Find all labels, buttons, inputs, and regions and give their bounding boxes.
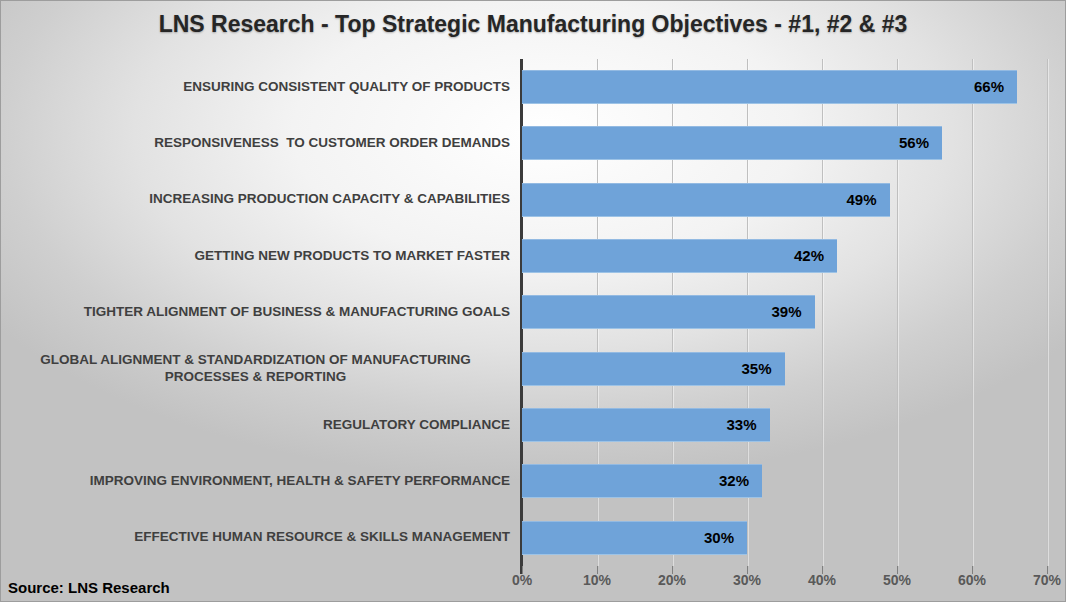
bar: 66%: [522, 70, 1017, 104]
category-label: INCREASING PRODUCTION CAPACITY & CAPABIL…: [1, 172, 512, 228]
bar: 30%: [522, 521, 747, 555]
x-tick-label: 60%: [942, 572, 1002, 588]
value-label: 49%: [846, 191, 889, 208]
x-tick-label: 30%: [717, 572, 777, 588]
bar-row: 42%: [522, 228, 1047, 284]
value-label: 42%: [794, 247, 837, 264]
value-label: 35%: [741, 360, 784, 377]
bar-row: 49%: [522, 172, 1047, 228]
category-label: ENSURING CONSISTENT QUALITY OF PRODUCTS: [1, 59, 512, 115]
x-tick-label: 0%: [492, 572, 552, 588]
bar-row: 32%: [522, 453, 1047, 509]
x-tick-label: 70%: [1017, 572, 1066, 588]
bar: 56%: [522, 126, 942, 160]
value-label: 32%: [719, 472, 762, 489]
bar: 32%: [522, 464, 762, 498]
bar: 35%: [522, 352, 785, 386]
category-axis: ENSURING CONSISTENT QUALITY OF PRODUCTSR…: [1, 59, 512, 566]
value-label: 33%: [726, 416, 769, 433]
value-label: 39%: [771, 303, 814, 320]
bar: 42%: [522, 239, 837, 273]
bar-row: 56%: [522, 115, 1047, 171]
axis-tick: [972, 566, 973, 574]
axis-tick: [897, 566, 898, 574]
x-tick-label: 50%: [867, 572, 927, 588]
bar: 33%: [522, 408, 770, 442]
axis-tick: [747, 566, 748, 574]
value-label: 56%: [899, 134, 942, 151]
value-label: 66%: [974, 78, 1017, 95]
x-tick-label: 10%: [567, 572, 627, 588]
bar: 49%: [522, 183, 890, 217]
category-label: GETTING NEW PRODUCTS TO MARKET FASTER: [1, 228, 512, 284]
bar-row: 66%: [522, 59, 1047, 115]
slide-background: LNS Research - Top Strategic Manufacturi…: [0, 0, 1066, 602]
bar-row: 30%: [522, 510, 1047, 566]
category-label: RESPONSIVENESS TO CUSTOMER ORDER DEMANDS: [1, 115, 512, 171]
x-tick-label: 40%: [792, 572, 852, 588]
bar-row: 35%: [522, 341, 1047, 397]
value-label: 30%: [704, 529, 747, 546]
gridline: [1047, 59, 1048, 566]
category-label: GLOBAL ALIGNMENT & STANDARDIZATION OF MA…: [1, 341, 512, 397]
chart-title: LNS Research - Top Strategic Manufacturi…: [1, 11, 1065, 38]
bar: 39%: [522, 295, 815, 329]
bar-row: 39%: [522, 284, 1047, 340]
source-note: Source: LNS Research: [8, 579, 170, 596]
category-label: TIGHTER ALIGNMENT OF BUSINESS & MANUFACT…: [1, 284, 512, 340]
plot-area: 66% 56% 49% 42% 39% 35% 33% 32% 30%: [522, 59, 1047, 566]
x-tick-label: 20%: [642, 572, 702, 588]
axis-tick: [672, 566, 673, 574]
axis-tick: [597, 566, 598, 574]
bar-row: 33%: [522, 397, 1047, 453]
axis-tick: [1047, 566, 1048, 574]
category-label: REGULATORY COMPLIANCE: [1, 397, 512, 453]
axis-tick: [822, 566, 823, 574]
category-label: EFFECTIVE HUMAN RESOURCE & SKILLS MANAGE…: [1, 510, 512, 566]
category-label: IMPROVING ENVIRONMENT, HEALTH & SAFETY P…: [1, 453, 512, 509]
